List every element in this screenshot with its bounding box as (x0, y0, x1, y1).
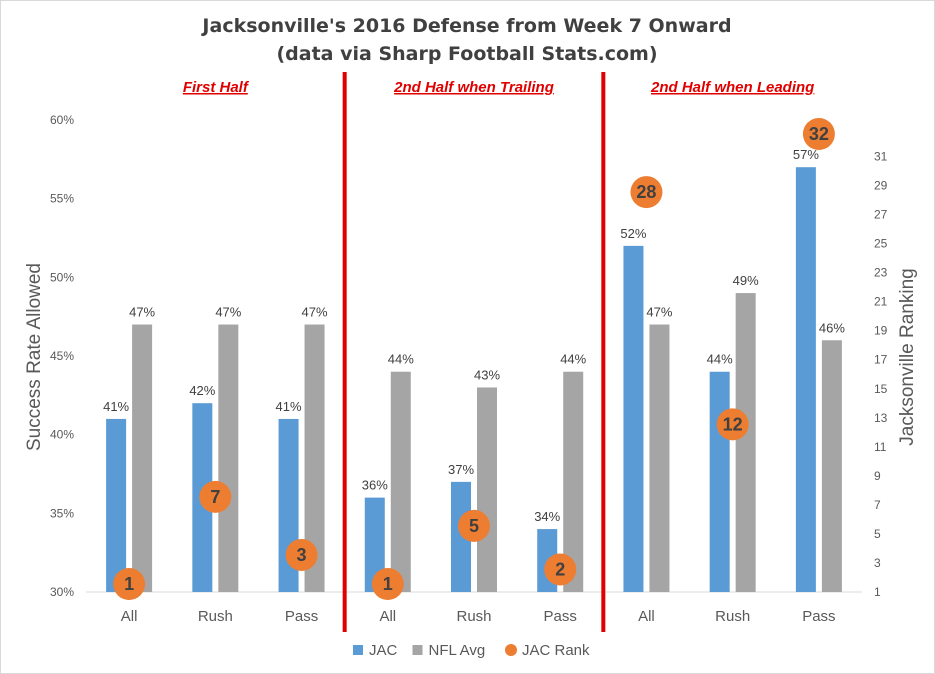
y2-tick-label: 21 (874, 295, 888, 309)
jac-rank-marker (630, 176, 663, 209)
category-label: Rush (715, 608, 750, 625)
category-label: Pass (802, 608, 835, 625)
section-title: 2nd Half when Trailing (393, 79, 554, 96)
jac-data-label: 41% (103, 399, 129, 414)
legend: JAC NFL Avg JAC Rank (353, 642, 590, 659)
category-label: All (379, 608, 396, 625)
section-title: 2nd Half when Leading (650, 79, 814, 96)
jac-rank-marker (544, 553, 577, 586)
jac-data-label: 34% (534, 509, 560, 524)
jac-data-label: 57% (793, 147, 819, 162)
plot-area: 30%35%40%45%50%55%60%1357911131517192123… (50, 72, 888, 632)
section-title: First Half (183, 79, 250, 96)
jac-bar (451, 481, 471, 592)
y2-tick-label: 13 (874, 411, 888, 425)
chart-subtitle: (data via Sharp Football Stats.com) (276, 43, 657, 65)
legend-label: JAC Rank (522, 642, 590, 659)
jac-rank-label: 2 (555, 559, 565, 579)
y2-tick-label: 23 (874, 266, 888, 280)
legend-label: JAC (369, 642, 398, 659)
nfl-data-label: 47% (129, 305, 155, 320)
jac-rank-label: 3 (297, 545, 307, 565)
nfl-data-label: 47% (302, 305, 328, 320)
nfl-data-label: 44% (388, 352, 414, 367)
nfl-avg-bar (390, 371, 411, 592)
nfl-data-label: 46% (819, 320, 845, 335)
y2-tick-label: 5 (874, 527, 881, 541)
y-tick-label: 45% (50, 349, 74, 363)
category-label: All (638, 608, 655, 625)
jac-rank-label: 12 (723, 414, 743, 434)
nfl-data-label: 43% (474, 367, 500, 382)
y-tick-label: 55% (50, 192, 74, 206)
legend-swatch (505, 644, 517, 656)
nfl-data-label: 44% (560, 352, 586, 367)
jac-rank-marker (285, 538, 318, 571)
category-label: Pass (285, 608, 318, 625)
category-label: All (121, 608, 138, 625)
nfl-avg-bar (304, 324, 325, 592)
jac-data-label: 42% (189, 383, 215, 398)
y-tick-label: 30% (50, 585, 74, 599)
nfl-avg-bar (649, 324, 670, 592)
jac-rank-marker (113, 568, 146, 600)
jac-bar (709, 371, 730, 592)
nfl-avg-bar (218, 324, 239, 592)
y-tick-label: 50% (50, 270, 74, 284)
jac-rank-marker (716, 408, 749, 441)
legend-swatch (412, 645, 423, 655)
jac-bar (795, 167, 816, 592)
y2-tick-label: 7 (874, 498, 881, 512)
jac-data-label: 41% (276, 399, 302, 414)
jac-data-label: 37% (448, 462, 474, 477)
jac-rank-label: 28 (636, 182, 656, 202)
y2-tick-label: 17 (874, 353, 888, 367)
jac-rank-label: 1 (383, 574, 393, 594)
y2-tick-label: 3 (874, 556, 881, 570)
y2-tick-label: 11 (874, 440, 887, 454)
y2-axis-title: Jacksonville Ranking (897, 268, 918, 445)
y2-tick-label: 27 (874, 208, 888, 222)
category-label: Rush (198, 608, 233, 625)
nfl-data-label: 47% (646, 305, 672, 320)
nfl-data-label: 49% (733, 273, 759, 288)
jac-bar (364, 497, 385, 592)
y-tick-label: 60% (50, 113, 74, 127)
nfl-avg-bar (477, 387, 497, 592)
jac-rank-label: 5 (469, 516, 479, 536)
chart-title: Jacksonville's 2016 Defense from Week 7 … (200, 15, 731, 37)
legend-swatch (353, 645, 363, 655)
jac-rank-label: 1 (124, 574, 134, 594)
jac-rank-marker (199, 480, 232, 513)
nfl-avg-bar (735, 293, 756, 592)
jac-data-label: 44% (707, 352, 733, 367)
category-label: Rush (456, 608, 491, 625)
jac-data-label: 36% (362, 478, 388, 493)
nfl-avg-bar (563, 371, 584, 592)
nfl-avg-bar (132, 324, 153, 592)
nfl-avg-bar (821, 340, 842, 592)
jac-rank-marker (371, 568, 404, 600)
jac-bar (623, 245, 644, 592)
y2-tick-label: 9 (874, 469, 881, 483)
y-axis-title: Success Rate Allowed (24, 263, 45, 451)
y2-tick-label: 31 (874, 150, 888, 164)
y2-tick-label: 29 (874, 179, 888, 193)
jac-rank-label: 7 (210, 487, 220, 507)
jac-bar (106, 418, 127, 592)
jac-rank-marker (458, 509, 490, 542)
jac-rank-label: 32 (809, 124, 829, 144)
y-tick-label: 40% (50, 428, 74, 442)
jac-rank-marker (802, 118, 835, 150)
y-tick-label: 35% (50, 506, 74, 520)
y2-tick-label: 19 (874, 324, 888, 338)
nfl-data-label: 47% (215, 305, 241, 320)
y2-tick-label: 15 (874, 382, 888, 396)
category-label: Pass (544, 608, 577, 625)
y2-tick-label: 25 (874, 237, 888, 251)
jac-data-label: 52% (620, 226, 646, 241)
y2-tick-label: 1 (874, 585, 881, 599)
legend-label: NFL Avg (429, 642, 486, 659)
